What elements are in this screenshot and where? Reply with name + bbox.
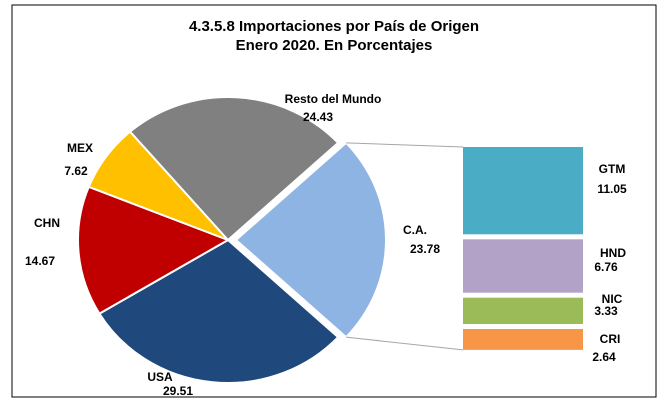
connector-line [346, 336, 464, 351]
chart-subtitle: Enero 2020. En Porcentajes [236, 37, 433, 54]
chart-title: 4.3.5.8 Importaciones por País de Origen [189, 18, 479, 35]
breakdown-value: 6.76 [594, 260, 618, 274]
slice-value: 29.51 [163, 384, 193, 398]
breakdown-bar [463, 329, 583, 350]
breakdown-value: 2.64 [592, 350, 616, 364]
connector-line [346, 142, 464, 148]
pie-slice [77, 185, 231, 315]
breakdown-value: 3.33 [594, 304, 618, 318]
slice-label: USA [147, 370, 173, 384]
slice-label: C.A. [403, 223, 427, 237]
breakdown-value: 11.05 [597, 182, 627, 196]
slice-value: 24.43 [303, 110, 333, 124]
breakdown-label: NIC [602, 292, 623, 306]
breakdown-bar [463, 147, 583, 235]
breakdown-label: HND [600, 246, 626, 260]
pie-slice [234, 141, 387, 339]
slice-value: 14.67 [25, 254, 55, 268]
slice-value: 23.78 [410, 242, 440, 256]
slice-label: Resto del Mundo [285, 92, 382, 106]
slice-label: MEX [67, 141, 93, 155]
breakdown-label: GTM [599, 162, 626, 176]
breakdown-label: CRI [600, 332, 621, 346]
breakdown-bar [463, 297, 583, 325]
slice-value: 7.62 [64, 164, 88, 178]
pie-slice [97, 238, 340, 384]
pie-slice [128, 96, 340, 242]
slice-label: CHN [34, 216, 60, 230]
breakdown-bar [463, 239, 583, 293]
